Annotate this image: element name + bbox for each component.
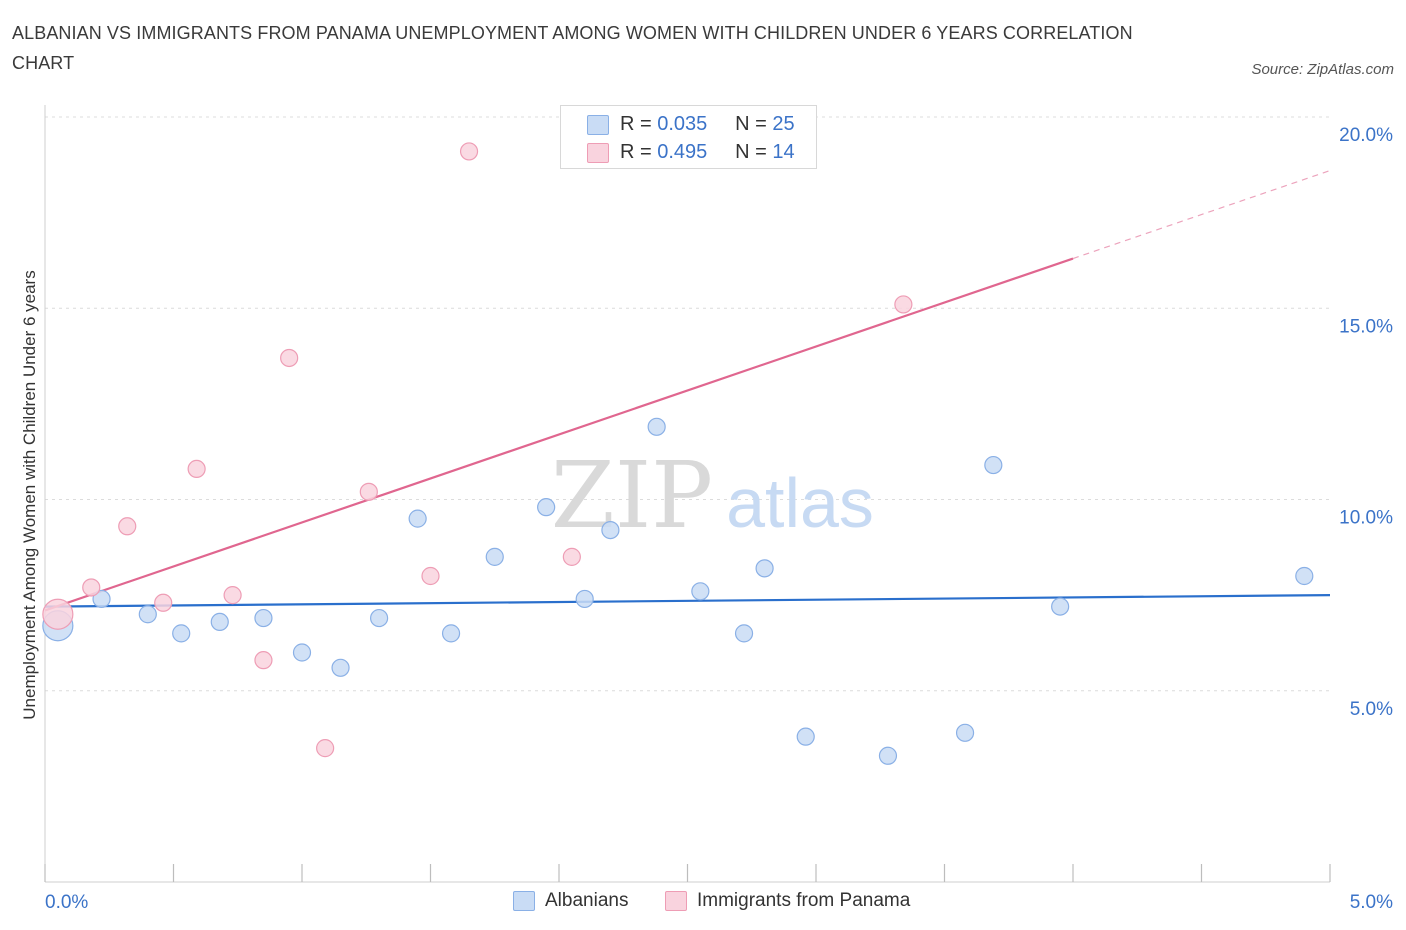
albanian-point: [292, 643, 312, 662]
albanian-point: [796, 727, 815, 746]
albanian-point: [537, 498, 556, 517]
y-axis-label: Unemployment Among Women with Children U…: [20, 270, 39, 720]
panama-point: [280, 348, 299, 368]
panama-point: [316, 739, 335, 758]
legend-r-value: 0.495: [657, 141, 708, 163]
bottom-legend-swatch-pink: [665, 891, 687, 911]
panama-point: [421, 566, 440, 586]
legend-r-value: 0.035: [657, 113, 708, 135]
albanian-point: [878, 746, 898, 765]
trend-line-panama-extension: [1072, 169, 1331, 260]
panama-point: [562, 547, 581, 566]
albanian-point: [408, 509, 427, 528]
trend-line-panama: [44, 257, 1074, 612]
panama-point: [82, 578, 101, 597]
albanian-point: [984, 455, 1003, 475]
watermark-zip: ZIP: [551, 442, 713, 549]
source-label: Source: ZipAtlas.com: [1251, 61, 1394, 78]
albanian-point: [691, 582, 710, 601]
panama-point: [359, 482, 378, 501]
y-tick-labels: 5.0% 10.0% 15.0% 20.0%: [1339, 125, 1393, 720]
legend-n-value: 14: [772, 141, 795, 163]
albanian-point: [370, 608, 389, 628]
axes: [44, 105, 1331, 883]
albanian-point: [647, 417, 666, 436]
albanian-point: [1051, 597, 1070, 616]
albanian-point: [575, 589, 594, 609]
legend-swatch-pink: [587, 143, 609, 163]
albanian-point: [601, 520, 620, 540]
bottom-legend-swatch-blue: [513, 891, 535, 911]
watermark-atlas: atlas: [726, 464, 874, 542]
panama-point: [42, 598, 74, 630]
data-points: [42, 142, 1314, 765]
albanian-point: [441, 624, 461, 643]
albanian-point: [210, 612, 229, 632]
albanian-point: [485, 547, 504, 566]
legend-r-label: R =: [620, 141, 658, 163]
panama-point: [154, 593, 173, 612]
legend-n-value: 25: [772, 113, 795, 135]
legend-swatch-blue: [587, 115, 609, 135]
x-tick-label: 0.0%: [45, 892, 88, 913]
albanian-point: [254, 608, 273, 628]
y-tick-label: 5.0%: [1350, 699, 1393, 720]
x-tick-label: 5.0%: [1350, 892, 1393, 913]
correlation-legend: R = 0.035 N = 25 R = 0.495 N = 14: [560, 105, 817, 169]
panama-point: [187, 459, 206, 478]
panama-point: [254, 651, 273, 670]
y-tick-label: 20.0%: [1339, 125, 1393, 146]
albanian-point: [138, 605, 157, 624]
legend-n-label: N =: [735, 141, 773, 163]
y-tick-label: 15.0%: [1339, 316, 1393, 337]
legend-n-label: N =: [735, 113, 773, 135]
panama-point: [223, 586, 242, 605]
trend-line-albanians: [44, 594, 1331, 608]
bottom-legend-label: Albanians: [545, 890, 629, 911]
y-tick-label: 10.0%: [1339, 508, 1393, 529]
albanian-point: [734, 624, 754, 643]
panama-point: [459, 142, 479, 161]
albanian-point: [955, 723, 975, 742]
panama-point: [894, 295, 913, 314]
x-tick-labels: 0.0% 5.0%: [45, 892, 1393, 913]
albanian-point: [92, 589, 111, 609]
albanian-point: [331, 658, 350, 677]
albanian-point: [755, 559, 774, 578]
bottom-legend-label: Immigrants from Panama: [697, 890, 911, 911]
chart-title: ALBANIAN VS IMMIGRANTS FROM PANAMA UNEMP…: [12, 23, 1133, 73]
legend-r-label: R =: [620, 113, 658, 135]
panama-point: [118, 517, 137, 536]
trend-lines: [44, 169, 1331, 612]
albanian-point: [1295, 566, 1314, 586]
albanian-point: [172, 624, 191, 643]
